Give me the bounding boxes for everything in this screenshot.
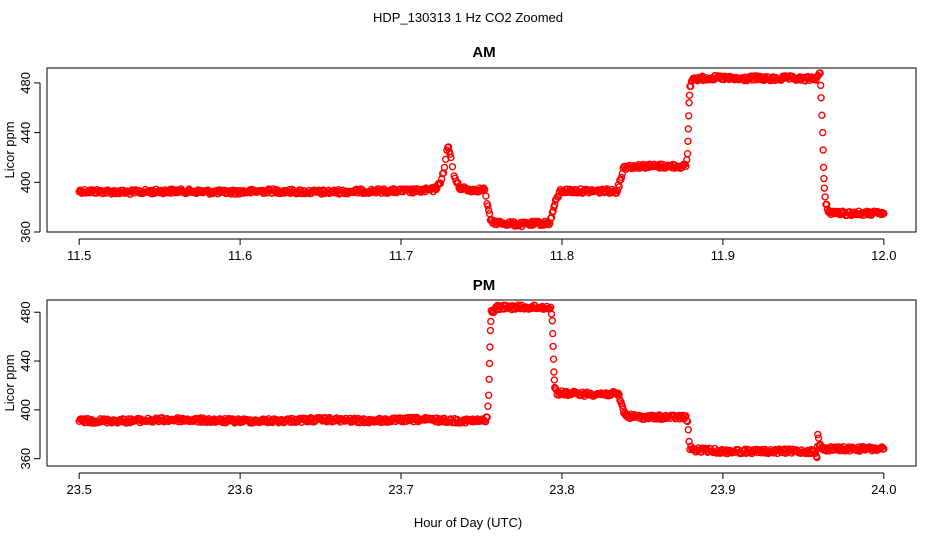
am-data-points <box>75 69 888 231</box>
pm-panel-title: PM <box>473 277 496 294</box>
am-y-tick-label: 440 <box>18 122 33 144</box>
pm-data-point <box>485 359 494 368</box>
pm-data-point <box>813 453 821 462</box>
pm-x-tick-label: 23.9 <box>710 482 735 497</box>
am-data-point <box>684 125 692 133</box>
am-data-point <box>444 143 453 151</box>
pm-data-point <box>549 329 557 338</box>
am-data-point <box>820 174 828 183</box>
pm-data-point <box>550 376 558 384</box>
pm-data-point <box>684 426 692 434</box>
am-y-tick-label: 360 <box>18 221 33 243</box>
am-data-point <box>617 173 626 182</box>
am-data-point <box>684 137 692 146</box>
pm-data-point <box>547 303 555 311</box>
pm-x-tick-label: 24.0 <box>871 482 896 497</box>
pm-data-point <box>880 445 888 453</box>
pm-data-point <box>547 310 556 318</box>
am-panel-title: AM <box>472 44 495 61</box>
am-data-point <box>446 150 454 158</box>
pm-x-tick-label: 23.6 <box>227 482 252 497</box>
am-panel: AM 11.5 11.6 11.7 11.8 11.9 12.0 360 400 440 480… <box>2 44 917 263</box>
pm-y-tick-label: 360 <box>18 448 33 470</box>
figure-title: HDP_130313 1 Hz CO2 Zoomed <box>373 10 563 25</box>
pm-y-axis: 360 400 440 480 <box>18 301 41 470</box>
pm-y-tick-label: 440 <box>18 350 33 372</box>
am-data-point <box>685 99 693 107</box>
pm-data-point <box>550 368 558 376</box>
am-data-point <box>818 111 826 119</box>
am-x-tick-label: 11.9 <box>711 248 735 263</box>
pm-data-point <box>483 413 491 421</box>
x-axis-label: Hour of Day (UTC) <box>414 515 522 530</box>
am-x-tick-label: 11.5 <box>67 248 91 263</box>
am-plot-frame <box>46 67 917 233</box>
am-data-point <box>683 149 692 158</box>
am-data-point <box>454 179 462 187</box>
am-data-point <box>821 193 829 201</box>
am-y-tick-label: 400 <box>18 171 33 193</box>
am-data-point <box>817 81 825 90</box>
pm-x-tick-label: 23.8 <box>549 482 574 497</box>
am-x-axis: 11.5 11.6 11.7 11.8 11.9 12.0 <box>67 238 896 263</box>
pm-data-point <box>814 430 822 439</box>
pm-data-point <box>618 402 626 410</box>
pm-data-point <box>485 391 493 399</box>
pm-x-axis: 23.5 23.6 23.7 23.8 23.9 24.0 <box>67 472 896 497</box>
pm-x-tick-label: 23.5 <box>67 482 92 497</box>
pm-data-point <box>487 317 495 326</box>
pm-data-point <box>481 418 490 426</box>
am-data-point <box>685 91 694 100</box>
pm-data-point <box>486 326 495 335</box>
am-data-point <box>812 76 820 84</box>
am-data-point <box>819 128 827 137</box>
pm-data-point <box>615 391 623 399</box>
am-data-point <box>819 163 828 172</box>
pm-data-point <box>485 375 493 383</box>
am-x-tick-label: 11.8 <box>550 248 574 263</box>
pm-plot-frame <box>46 299 917 467</box>
am-data-point <box>816 69 824 77</box>
am-data-point <box>820 184 828 192</box>
am-data-point <box>880 209 888 218</box>
am-data-point <box>436 179 445 187</box>
am-data-point <box>823 200 831 209</box>
am-data-point <box>819 146 827 154</box>
pm-data-point <box>548 317 556 325</box>
pm-data-points <box>75 301 888 462</box>
am-data-point <box>482 192 490 200</box>
am-data-point <box>615 183 623 191</box>
pm-x-tick-label: 23.7 <box>388 482 413 497</box>
pm-data-point <box>549 342 557 351</box>
pm-data-point <box>549 355 558 363</box>
am-y-axis-label: Licor ppm <box>2 121 17 178</box>
am-data-point <box>484 202 492 210</box>
pm-data-point <box>683 417 692 426</box>
am-x-tick-label: 11.6 <box>228 248 252 263</box>
am-data-point <box>685 112 693 120</box>
pm-y-tick-label: 400 <box>18 399 33 421</box>
am-data-point <box>817 94 825 102</box>
am-y-axis: 360 400 440 480 <box>18 72 41 243</box>
am-data-point <box>448 163 457 171</box>
am-y-tick-label: 480 <box>18 72 33 94</box>
pm-y-tick-label: 480 <box>18 301 33 323</box>
am-data-point <box>440 163 449 172</box>
am-data-point <box>554 193 562 201</box>
am-data-point <box>447 153 455 162</box>
am-data-point <box>547 213 556 222</box>
am-x-tick-label: 11.7 <box>389 248 413 263</box>
pm-data-point <box>484 402 492 410</box>
am-data-point <box>485 206 493 214</box>
pm-data-point <box>486 343 494 351</box>
pm-y-axis-label: Licor ppm <box>2 354 17 411</box>
am-data-point <box>740 76 748 85</box>
pm-panel: PM 23.5 23.6 23.7 23.8 23.9 24.0 360 400 440 480… <box>2 277 917 497</box>
am-x-tick-label: 12.0 <box>871 248 896 263</box>
